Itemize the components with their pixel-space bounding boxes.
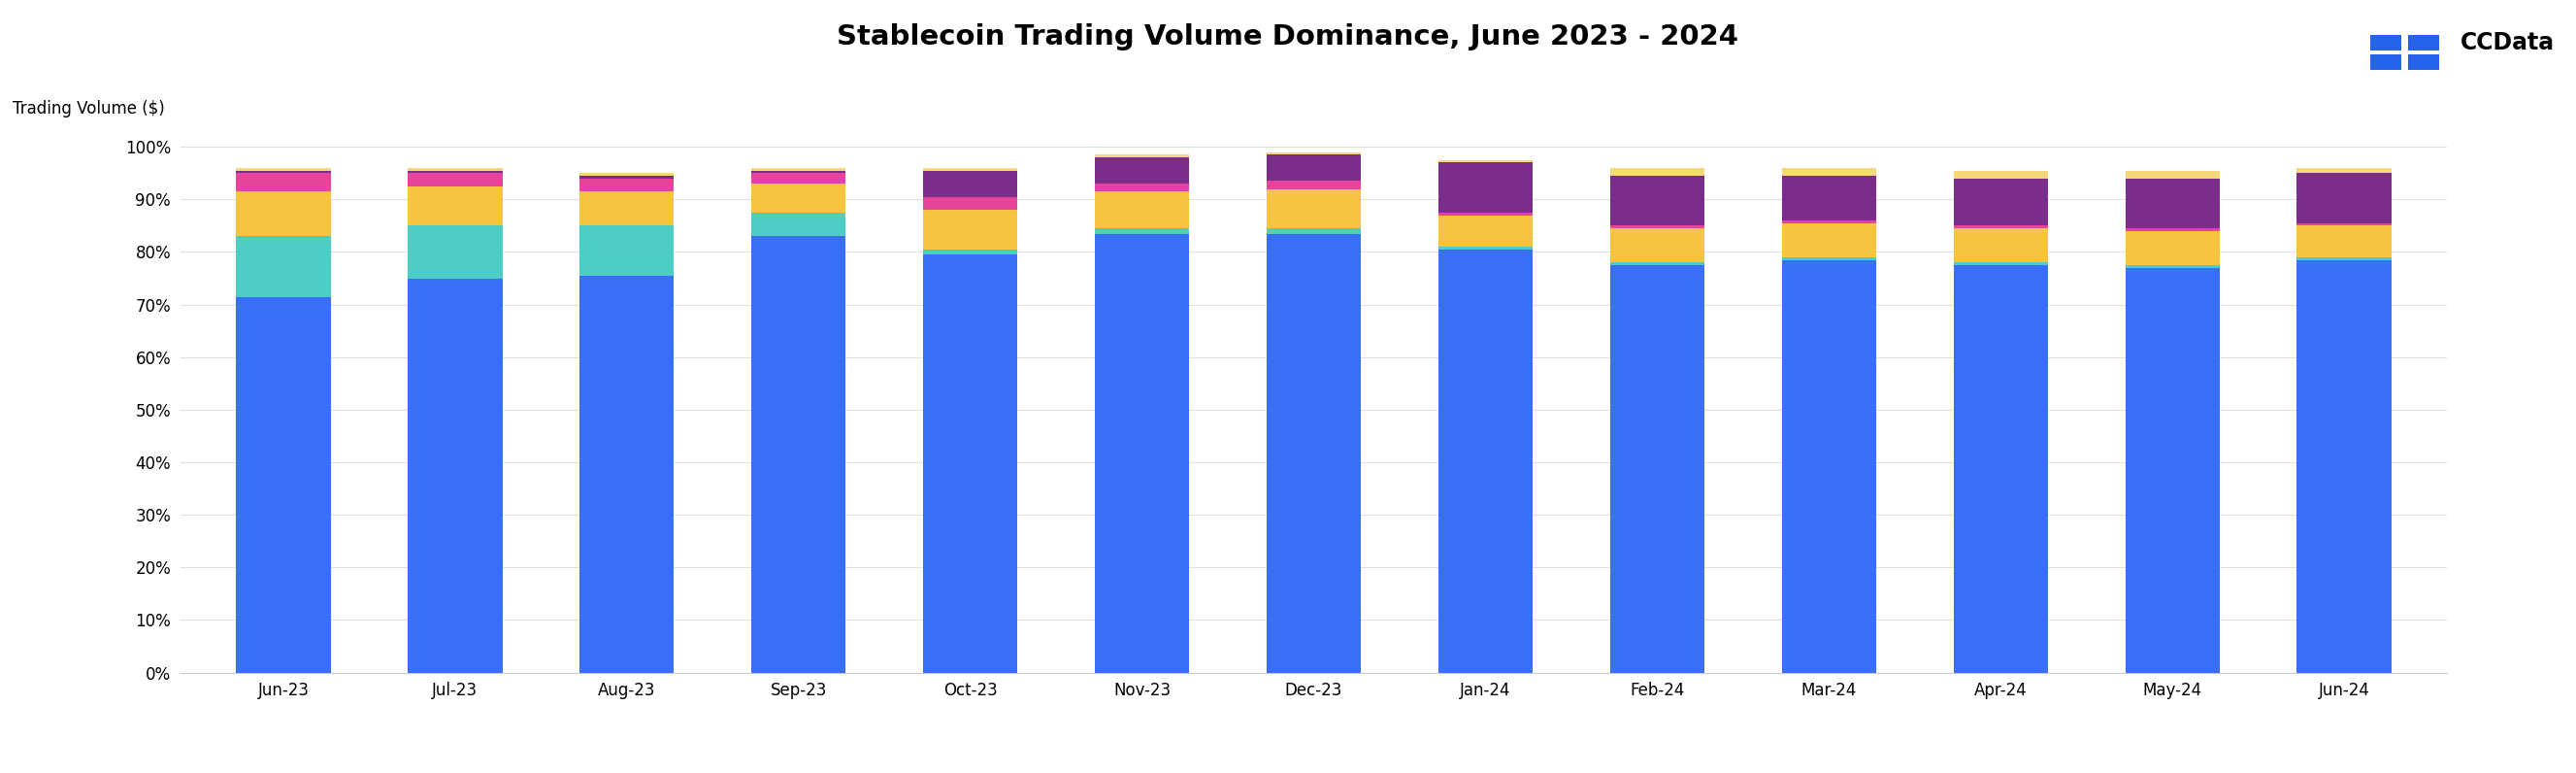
Bar	[1953, 265, 2048, 673]
Bar	[2298, 226, 2391, 257]
Bar	[1783, 175, 1875, 220]
Bar	[580, 226, 675, 276]
Bar	[237, 173, 330, 192]
Bar	[752, 171, 845, 173]
Bar	[2125, 171, 2221, 179]
Bar	[1437, 247, 1533, 250]
Bar	[2298, 223, 2391, 226]
Bar	[1953, 228, 2048, 263]
Bar	[237, 237, 330, 297]
Bar	[580, 192, 675, 226]
Bar	[1783, 220, 1875, 223]
Bar	[1095, 158, 1190, 184]
Bar	[407, 173, 502, 186]
Bar	[1437, 215, 1533, 247]
Bar	[1610, 265, 1705, 673]
Bar	[922, 210, 1018, 250]
Bar	[752, 184, 845, 213]
Bar	[237, 168, 330, 171]
Bar	[2298, 260, 2391, 673]
Bar	[922, 168, 1018, 171]
Bar	[1267, 189, 1360, 228]
Bar	[1783, 257, 1875, 260]
Bar	[237, 297, 330, 673]
Bar	[407, 278, 502, 673]
Bar	[1267, 181, 1360, 189]
Bar	[2125, 228, 2221, 231]
Bar	[1437, 162, 1533, 213]
Bar	[1610, 168, 1705, 175]
Bar	[2125, 267, 2221, 673]
Bar	[2298, 173, 2391, 223]
Bar	[1437, 160, 1533, 162]
Bar	[1953, 171, 2048, 179]
Bar	[1267, 233, 1360, 673]
Bar	[2125, 231, 2221, 265]
Bar	[1953, 179, 2048, 226]
Bar	[1437, 250, 1533, 673]
Bar	[2298, 168, 2391, 173]
Bar	[2125, 179, 2221, 228]
Bar	[1267, 228, 1360, 233]
Bar	[407, 171, 502, 173]
Bar	[922, 250, 1018, 254]
Bar	[1095, 155, 1190, 158]
Bar	[1610, 228, 1705, 263]
Bar	[580, 173, 675, 175]
Bar	[1953, 226, 2048, 228]
Bar	[922, 197, 1018, 210]
Bar	[237, 171, 330, 173]
Bar	[922, 254, 1018, 673]
Bar	[752, 173, 845, 184]
Text: Stablecoin Trading Volume Dominance, June 2023 - 2024: Stablecoin Trading Volume Dominance, Jun…	[837, 23, 1739, 50]
Bar	[1953, 263, 2048, 265]
Bar	[1783, 223, 1875, 257]
Bar	[752, 213, 845, 237]
Bar	[237, 192, 330, 237]
Bar	[1095, 192, 1190, 228]
Text: Trading Volume ($): Trading Volume ($)	[13, 100, 165, 118]
Bar	[1783, 168, 1875, 175]
Bar	[1610, 226, 1705, 228]
Bar	[1095, 228, 1190, 233]
Bar	[407, 226, 502, 278]
Bar	[922, 171, 1018, 197]
Bar	[1095, 233, 1190, 673]
Bar	[752, 168, 845, 171]
Bar	[1610, 263, 1705, 265]
Bar	[1267, 155, 1360, 181]
Bar	[407, 168, 502, 171]
Bar	[1095, 184, 1190, 192]
Bar	[1437, 213, 1533, 215]
Bar	[407, 186, 502, 226]
Bar	[2125, 265, 2221, 267]
Bar	[580, 175, 675, 179]
Bar	[580, 276, 675, 673]
Legend: USDT, TUSD, USDC, BUSD, FDUSD, FRAX: USDT, TUSD, USDC, BUSD, FDUSD, FRAX	[1046, 770, 1582, 773]
Bar	[580, 179, 675, 192]
Bar	[1267, 152, 1360, 155]
Text: CCData: CCData	[2460, 31, 2555, 54]
Bar	[2298, 257, 2391, 260]
Bar	[752, 237, 845, 673]
Bar	[1610, 175, 1705, 226]
Bar	[1783, 260, 1875, 673]
